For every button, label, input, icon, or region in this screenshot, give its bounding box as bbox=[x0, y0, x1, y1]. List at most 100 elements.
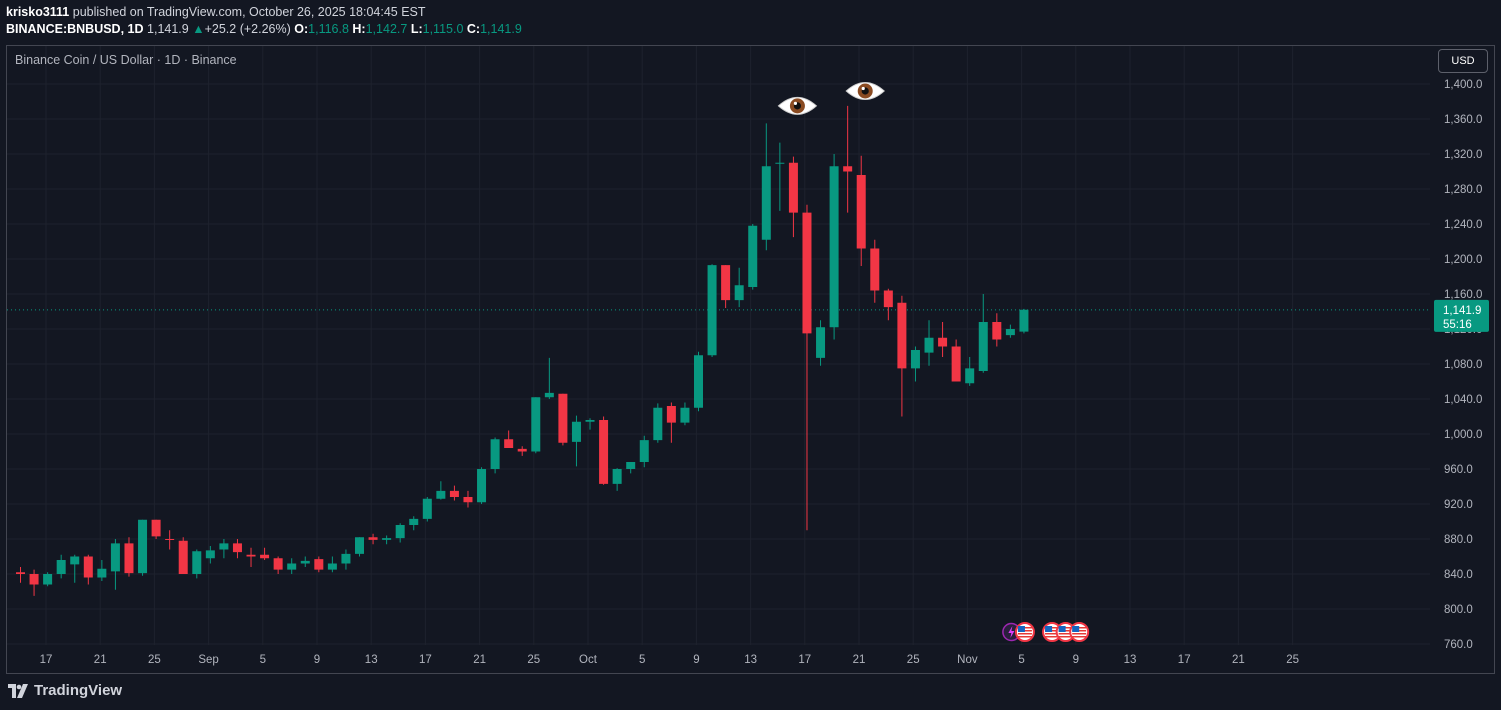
candle-body-down bbox=[992, 322, 1002, 340]
x-tick-label: 25 bbox=[527, 654, 540, 666]
tradingview-logo-icon bbox=[8, 683, 28, 698]
x-tick-label: 13 bbox=[1124, 654, 1137, 666]
candle-body-up bbox=[965, 368, 975, 384]
y-tick-label: 1,200.0 bbox=[1444, 254, 1482, 266]
candle-body-down bbox=[666, 406, 676, 423]
candle-body-up bbox=[327, 563, 337, 570]
us-flag-event-icon[interactable] bbox=[1014, 622, 1035, 642]
x-tick-label: 21 bbox=[1232, 654, 1245, 666]
flag-canton bbox=[1058, 626, 1066, 632]
candle-body-up bbox=[680, 407, 690, 423]
candle-body-up bbox=[395, 525, 405, 539]
candle-body-down bbox=[517, 448, 527, 452]
y-tick-label: 960.0 bbox=[1444, 464, 1473, 476]
author-name[interactable]: krisko3111 bbox=[6, 5, 70, 19]
candle-body-down bbox=[368, 537, 378, 540]
grid-lines bbox=[7, 46, 1430, 645]
candle-body-up bbox=[626, 462, 636, 469]
x-tick-label: 21 bbox=[853, 654, 866, 666]
candle-body-up bbox=[531, 397, 541, 452]
candle-body-down bbox=[314, 559, 324, 570]
lightning-bolt bbox=[1008, 626, 1015, 638]
candle-body-down bbox=[504, 439, 514, 448]
candle-body-down bbox=[232, 543, 242, 553]
flag-stripe bbox=[1045, 636, 1060, 638]
candle-body-up bbox=[409, 518, 419, 525]
candle-body-up bbox=[924, 337, 934, 353]
flag-stripe bbox=[1058, 636, 1073, 638]
x-tick-label: Nov bbox=[957, 654, 978, 666]
flag-stripe bbox=[1058, 633, 1073, 635]
flag-canton bbox=[1072, 626, 1080, 632]
chart-title: Binance Coin / US Dollar · 1D · Binance bbox=[15, 53, 237, 67]
x-tick-label: 17 bbox=[40, 654, 53, 666]
high-label: H: bbox=[352, 22, 366, 36]
low-value: 1,115.0 bbox=[422, 22, 464, 36]
y-tick-label: 1,360.0 bbox=[1444, 114, 1482, 126]
candle-body-up bbox=[110, 543, 120, 572]
y-tick-label: 1,080.0 bbox=[1444, 359, 1482, 371]
candle-body-down bbox=[463, 497, 473, 503]
candle-body-up bbox=[761, 166, 771, 240]
candle-body-up bbox=[70, 556, 80, 565]
candle-body-up bbox=[355, 537, 364, 554]
candle-body-down bbox=[16, 572, 25, 574]
eye-glint bbox=[793, 101, 798, 105]
candle-body-up bbox=[43, 574, 53, 585]
x-tick-label: 17 bbox=[1178, 654, 1191, 666]
candle-body-up bbox=[1019, 309, 1029, 332]
candle-body-down bbox=[788, 162, 798, 213]
x-tick-label: 17 bbox=[798, 654, 811, 666]
y-tick-label: 1,280.0 bbox=[1444, 184, 1482, 196]
candle-body-up bbox=[748, 225, 758, 287]
x-tick-label: 25 bbox=[148, 654, 161, 666]
candle-body-up bbox=[612, 469, 622, 484]
last-price: 1,141.9 bbox=[147, 22, 189, 36]
candles bbox=[16, 105, 1029, 596]
x-tick-label: 5 bbox=[639, 654, 645, 666]
x-tick-label: 9 bbox=[693, 654, 699, 666]
eye-glint bbox=[861, 86, 865, 91]
candle-body-up bbox=[544, 392, 554, 398]
x-tick-label: 9 bbox=[314, 654, 320, 666]
x-tick-label: Oct bbox=[579, 654, 598, 666]
chart-header: krisko3111 published on TradingView.com,… bbox=[6, 4, 522, 38]
candle-body-down bbox=[178, 540, 188, 574]
candle-body-up bbox=[490, 439, 500, 469]
candle-body-down bbox=[151, 519, 161, 537]
y-tick-label: 1,320.0 bbox=[1444, 149, 1482, 161]
currency-button[interactable]: USD bbox=[1438, 49, 1488, 73]
candle-body-down bbox=[856, 175, 866, 249]
open-value: 1,116.8 bbox=[308, 22, 349, 36]
chart-frame[interactable] bbox=[6, 45, 1495, 674]
tradingview-logo[interactable]: TradingView bbox=[8, 682, 122, 699]
x-tick-label: 5 bbox=[260, 654, 266, 666]
open-label: O: bbox=[294, 22, 309, 36]
eyes-emoji-icon bbox=[845, 82, 885, 100]
publish-text: published on TradingView.com, October 26… bbox=[72, 5, 426, 19]
candle-body-down bbox=[599, 420, 609, 484]
flag-stripe bbox=[1072, 636, 1087, 638]
flag-stripe bbox=[1017, 633, 1032, 635]
candle-body-up bbox=[341, 553, 351, 564]
x-tick-label: 17 bbox=[419, 654, 432, 666]
ohlc-legend: BINANCE:BNBUSD, 1D 1,141.9 ▲+25.2 (+2.26… bbox=[6, 21, 522, 38]
flag-stripe bbox=[1017, 636, 1032, 638]
symbol-name[interactable]: BINANCE:BNBUSD, bbox=[6, 22, 125, 36]
us-flag-event-icon[interactable] bbox=[1069, 622, 1090, 642]
candle-body-up bbox=[571, 421, 581, 442]
candle-body-down bbox=[951, 346, 961, 382]
candle-body-down bbox=[938, 337, 948, 347]
y-tick-label: 1,160.0 bbox=[1444, 289, 1482, 301]
x-tick-label: 21 bbox=[94, 654, 107, 666]
candle-body-up bbox=[734, 285, 744, 301]
candle-body-up bbox=[287, 563, 297, 570]
flag-stripe bbox=[1045, 633, 1060, 635]
candle-body-down bbox=[273, 558, 283, 570]
candle-body-up bbox=[978, 322, 988, 371]
candle-body-up bbox=[436, 490, 446, 499]
candle-body-up bbox=[585, 420, 595, 422]
candle-body-up bbox=[192, 551, 202, 574]
candle-body-down bbox=[83, 556, 93, 578]
